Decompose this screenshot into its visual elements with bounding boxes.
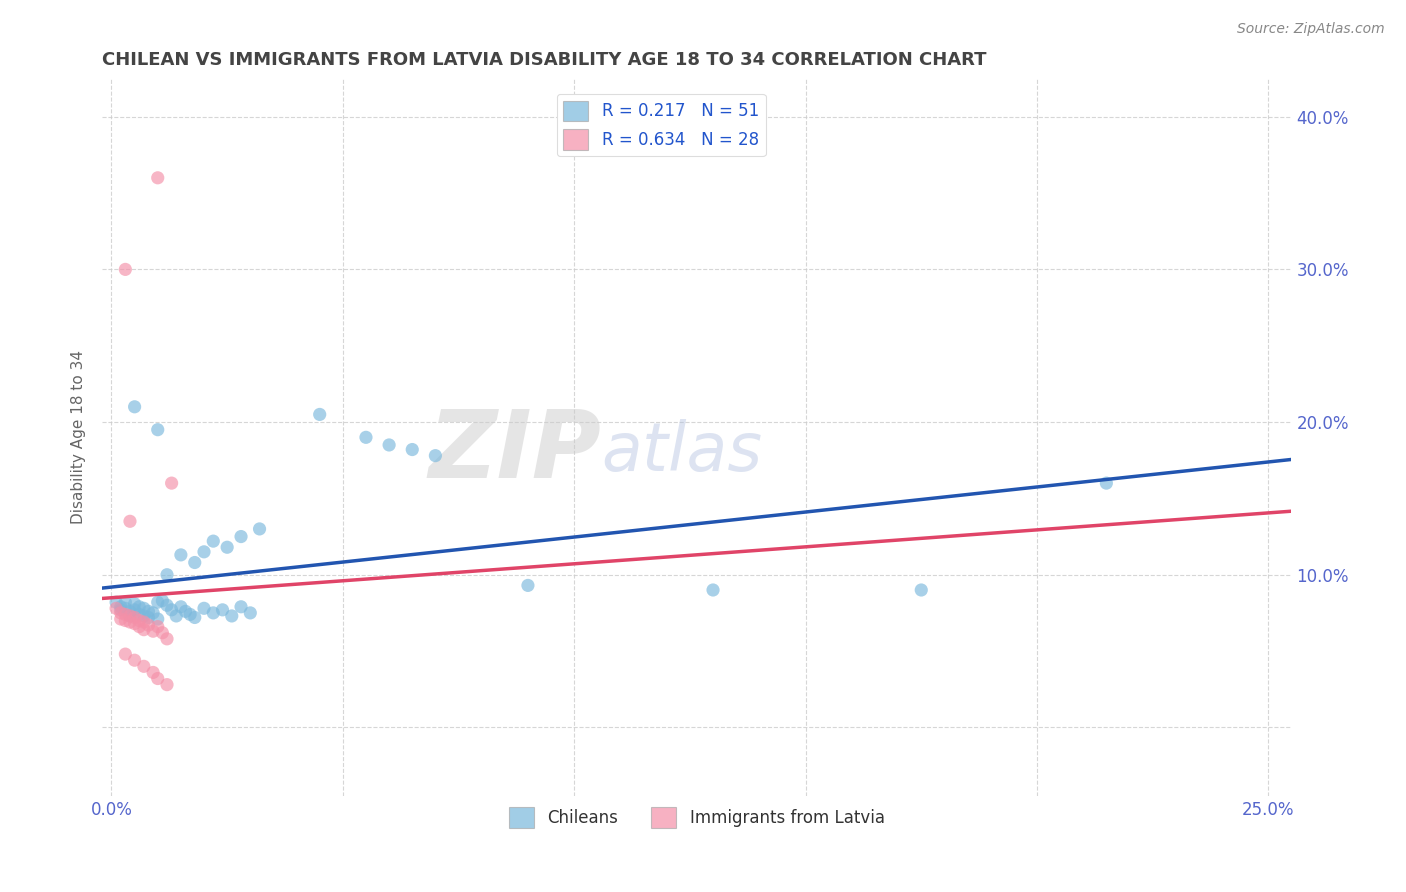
- Point: [193, 545, 215, 559]
- Point: [425, 449, 447, 463]
- Point: [142, 624, 165, 639]
- Point: [105, 595, 128, 609]
- Point: [184, 610, 207, 624]
- Point: [142, 665, 165, 680]
- Point: [138, 618, 160, 632]
- Point: [110, 606, 132, 620]
- Point: [128, 607, 150, 622]
- Point: [910, 582, 932, 597]
- Point: [249, 522, 271, 536]
- Point: [217, 541, 239, 555]
- Point: [202, 534, 225, 549]
- Point: [128, 614, 150, 628]
- Point: [156, 678, 179, 692]
- Point: [150, 593, 173, 607]
- Text: CHILEAN VS IMMIGRANTS FROM LATVIA DISABILITY AGE 18 TO 34 CORRELATION CHART: CHILEAN VS IMMIGRANTS FROM LATVIA DISABI…: [103, 51, 987, 69]
- Point: [146, 170, 169, 185]
- Point: [229, 530, 252, 544]
- Point: [114, 607, 136, 622]
- Point: [146, 595, 169, 609]
- Point: [132, 659, 155, 673]
- Point: [114, 614, 136, 628]
- Point: [146, 612, 169, 626]
- Point: [114, 601, 136, 615]
- Point: [170, 548, 193, 562]
- Point: [1095, 476, 1118, 491]
- Point: [156, 567, 179, 582]
- Point: [702, 582, 724, 597]
- Point: [118, 609, 141, 624]
- Point: [118, 615, 141, 629]
- Point: [124, 653, 146, 667]
- Text: Source: ZipAtlas.com: Source: ZipAtlas.com: [1237, 22, 1385, 37]
- Point: [128, 599, 150, 614]
- Point: [124, 603, 146, 617]
- Point: [184, 556, 207, 570]
- Point: [124, 610, 146, 624]
- Text: ZIP: ZIP: [429, 406, 602, 498]
- Point: [114, 262, 136, 277]
- Point: [239, 606, 262, 620]
- Legend: Chileans, Immigrants from Latvia: Chileans, Immigrants from Latvia: [502, 801, 891, 834]
- Point: [156, 599, 179, 613]
- Point: [165, 609, 187, 624]
- Point: [179, 607, 201, 622]
- Point: [193, 601, 215, 615]
- Point: [128, 620, 150, 634]
- Point: [354, 430, 377, 444]
- Point: [174, 604, 197, 618]
- Point: [142, 606, 165, 620]
- Point: [132, 609, 155, 624]
- Point: [118, 514, 141, 528]
- Point: [124, 400, 146, 414]
- Point: [170, 599, 193, 614]
- Point: [160, 476, 183, 491]
- Point: [132, 615, 155, 629]
- Point: [124, 597, 146, 611]
- Point: [132, 623, 155, 637]
- Point: [110, 603, 132, 617]
- Point: [124, 616, 146, 631]
- Point: [150, 625, 173, 640]
- Point: [378, 438, 401, 452]
- Point: [401, 442, 423, 457]
- Point: [308, 408, 330, 422]
- Point: [146, 672, 169, 686]
- Point: [156, 632, 179, 646]
- Text: atlas: atlas: [602, 418, 763, 484]
- Point: [110, 599, 132, 614]
- Point: [114, 647, 136, 661]
- Point: [118, 609, 141, 624]
- Point: [516, 578, 538, 592]
- Point: [211, 603, 233, 617]
- Point: [138, 610, 160, 624]
- Point: [118, 604, 141, 618]
- Point: [138, 604, 160, 618]
- Point: [202, 606, 225, 620]
- Point: [160, 603, 183, 617]
- Point: [110, 612, 132, 626]
- Point: [146, 423, 169, 437]
- Point: [221, 609, 243, 624]
- Point: [146, 620, 169, 634]
- Point: [229, 599, 252, 614]
- Y-axis label: Disability Age 18 to 34: Disability Age 18 to 34: [72, 351, 86, 524]
- Point: [132, 601, 155, 615]
- Point: [105, 601, 128, 615]
- Point: [114, 595, 136, 609]
